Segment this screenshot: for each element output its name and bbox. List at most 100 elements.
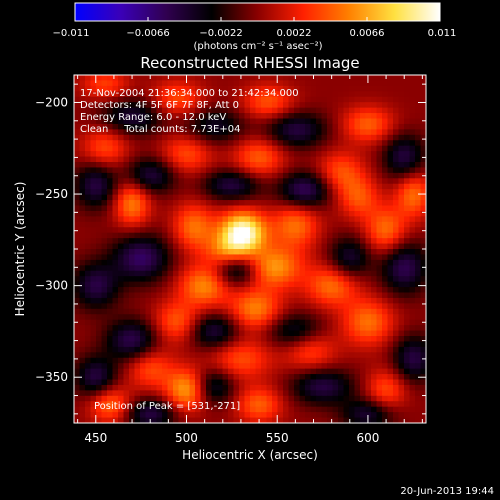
heatmap-cell <box>233 287 240 294</box>
heatmap-cell <box>261 346 268 353</box>
heatmap-cell <box>244 308 251 315</box>
heatmap-cell <box>200 259 207 266</box>
heatmap-cell <box>272 352 279 359</box>
heatmap-cell <box>228 374 235 381</box>
heatmap-cell <box>123 417 130 423</box>
heatmap-cell <box>200 205 207 212</box>
heatmap-cell <box>277 134 284 141</box>
heatmap-cell <box>112 85 119 92</box>
heatmap-cell <box>206 151 213 158</box>
heatmap-cell <box>316 96 323 103</box>
heatmap-cell <box>244 259 251 266</box>
heatmap-cell <box>101 346 108 353</box>
heatmap-cell <box>283 368 290 375</box>
heatmap-cell <box>288 113 295 120</box>
heatmap-cell <box>129 308 136 315</box>
heatmap-cell <box>332 325 339 332</box>
heatmap-cell <box>101 287 108 294</box>
heatmap-cell <box>327 118 334 125</box>
heatmap-cell <box>327 395 334 402</box>
heatmap-cell <box>90 96 97 103</box>
heatmap-cell <box>393 107 400 114</box>
heatmap-cell <box>228 379 235 386</box>
heatmap-cell <box>151 162 158 169</box>
heatmap-cell <box>283 346 290 353</box>
heatmap-cell <box>349 303 356 310</box>
heatmap-cell <box>96 292 103 299</box>
heatmap-cell <box>228 156 235 163</box>
heatmap-cell <box>118 384 125 391</box>
heatmap-cell <box>250 352 257 359</box>
heatmap-cell <box>211 303 218 310</box>
heatmap-cell <box>387 102 394 109</box>
heatmap-cell <box>173 156 180 163</box>
heatmap-cell <box>332 118 339 125</box>
heatmap-cell <box>420 113 426 120</box>
heatmap-cell <box>156 352 163 359</box>
heatmap-cell <box>162 412 169 419</box>
heatmap-cell <box>145 319 152 326</box>
heatmap-cell <box>332 178 339 185</box>
heatmap-cell <box>96 346 103 353</box>
heatmap-cell <box>255 336 262 343</box>
heatmap-cell <box>354 123 361 130</box>
x-axis-ticks: 450 500 550 600 <box>77 75 423 445</box>
heatmap-cell <box>283 85 290 92</box>
heatmap-cell <box>409 145 416 152</box>
heatmap-cell <box>294 346 301 353</box>
heatmap-cell <box>134 330 141 337</box>
heatmap-cell <box>107 352 114 359</box>
heatmap-cell <box>261 167 268 174</box>
heatmap-cell <box>228 346 235 353</box>
heatmap-cell <box>250 145 257 152</box>
heatmap-cell <box>222 319 229 326</box>
heatmap-cell <box>228 352 235 359</box>
heatmap-cell <box>145 417 152 423</box>
heatmap-cell <box>288 379 295 386</box>
heatmap-cell <box>123 183 130 190</box>
heatmap-cell <box>244 395 251 402</box>
heatmap-cell <box>173 417 180 423</box>
heatmap-cell <box>79 243 86 250</box>
heatmap-cell <box>211 172 218 179</box>
heatmap-cell <box>338 314 345 321</box>
heatmap-cell <box>79 357 86 364</box>
heatmap-cell <box>222 287 229 294</box>
heatmap-cell <box>327 162 334 169</box>
heatmap-cell <box>376 205 383 212</box>
heatmap-cell <box>376 379 383 386</box>
heatmap-cell <box>145 178 152 185</box>
heatmap-cell <box>387 162 394 169</box>
heatmap-cell <box>332 189 339 196</box>
heatmap-cell <box>195 205 202 212</box>
heatmap-cell <box>266 374 273 381</box>
heatmap-cell <box>404 129 411 136</box>
heatmap-cell <box>151 238 158 245</box>
heatmap-cell <box>283 172 290 179</box>
heatmap-cell <box>162 363 169 370</box>
heatmap-cell <box>90 303 97 310</box>
heatmap-cell <box>134 75 141 82</box>
heatmap-cell <box>266 194 273 201</box>
heatmap-cell <box>156 390 163 397</box>
heatmap-cell <box>151 178 158 185</box>
heatmap-cell <box>327 227 334 234</box>
heatmap-cell <box>178 292 185 299</box>
heatmap-cell <box>85 162 92 169</box>
heatmap-cell <box>173 102 180 109</box>
heatmap-cell <box>294 412 301 419</box>
heatmap-cell <box>217 140 224 147</box>
heatmap-cell <box>145 406 152 413</box>
heatmap-cell <box>376 341 383 348</box>
heatmap-cell <box>228 96 235 103</box>
heatmap-cell <box>162 254 169 261</box>
heatmap-cell <box>178 401 185 408</box>
heatmap-cell <box>206 189 213 196</box>
heatmap-cell <box>382 368 389 375</box>
heatmap-cell <box>244 85 251 92</box>
heatmap-cell <box>294 75 301 82</box>
heatmap-cell <box>140 325 147 332</box>
heatmap-cell <box>239 210 246 217</box>
heatmap-cell <box>415 401 422 408</box>
heatmap-cell <box>233 80 240 87</box>
